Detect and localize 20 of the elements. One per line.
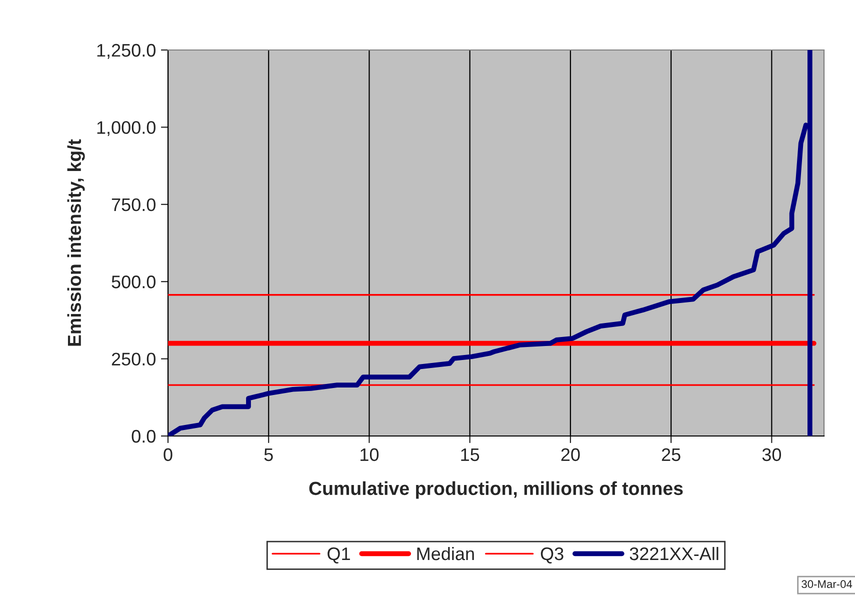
y-tick-label: 750.0 <box>112 198 156 212</box>
x-axis-title: Cumulative production, millions of tonnes <box>309 481 683 499</box>
legend-label: Q3 <box>540 547 564 564</box>
x-tick-label: 15 <box>461 448 480 462</box>
x-tick-label: 20 <box>561 448 580 462</box>
legend-label: Q1 <box>328 547 350 564</box>
y-axis-title: Emission intensity, kg/t <box>67 139 85 346</box>
legend-label: 3221XX-All <box>630 546 718 560</box>
y-tick-label: 1,250.0 <box>97 44 156 59</box>
x-tick-label: 10 <box>360 448 379 462</box>
x-tick-label: 5 <box>264 448 273 462</box>
text: 30-Mar-04 <box>802 580 852 588</box>
x-tick-label: 30 <box>762 448 782 462</box>
y-tick-label: 1,000.0 <box>97 121 156 136</box>
legend-label: Median <box>417 546 474 560</box>
y-tick-label: 0.0 <box>132 430 156 443</box>
x-tick-label: 0 <box>164 448 172 462</box>
x-tick-label: 25 <box>662 448 680 462</box>
y-tick-label: 500.0 <box>112 276 156 288</box>
y-tick-label: 250.0 <box>112 352 156 366</box>
